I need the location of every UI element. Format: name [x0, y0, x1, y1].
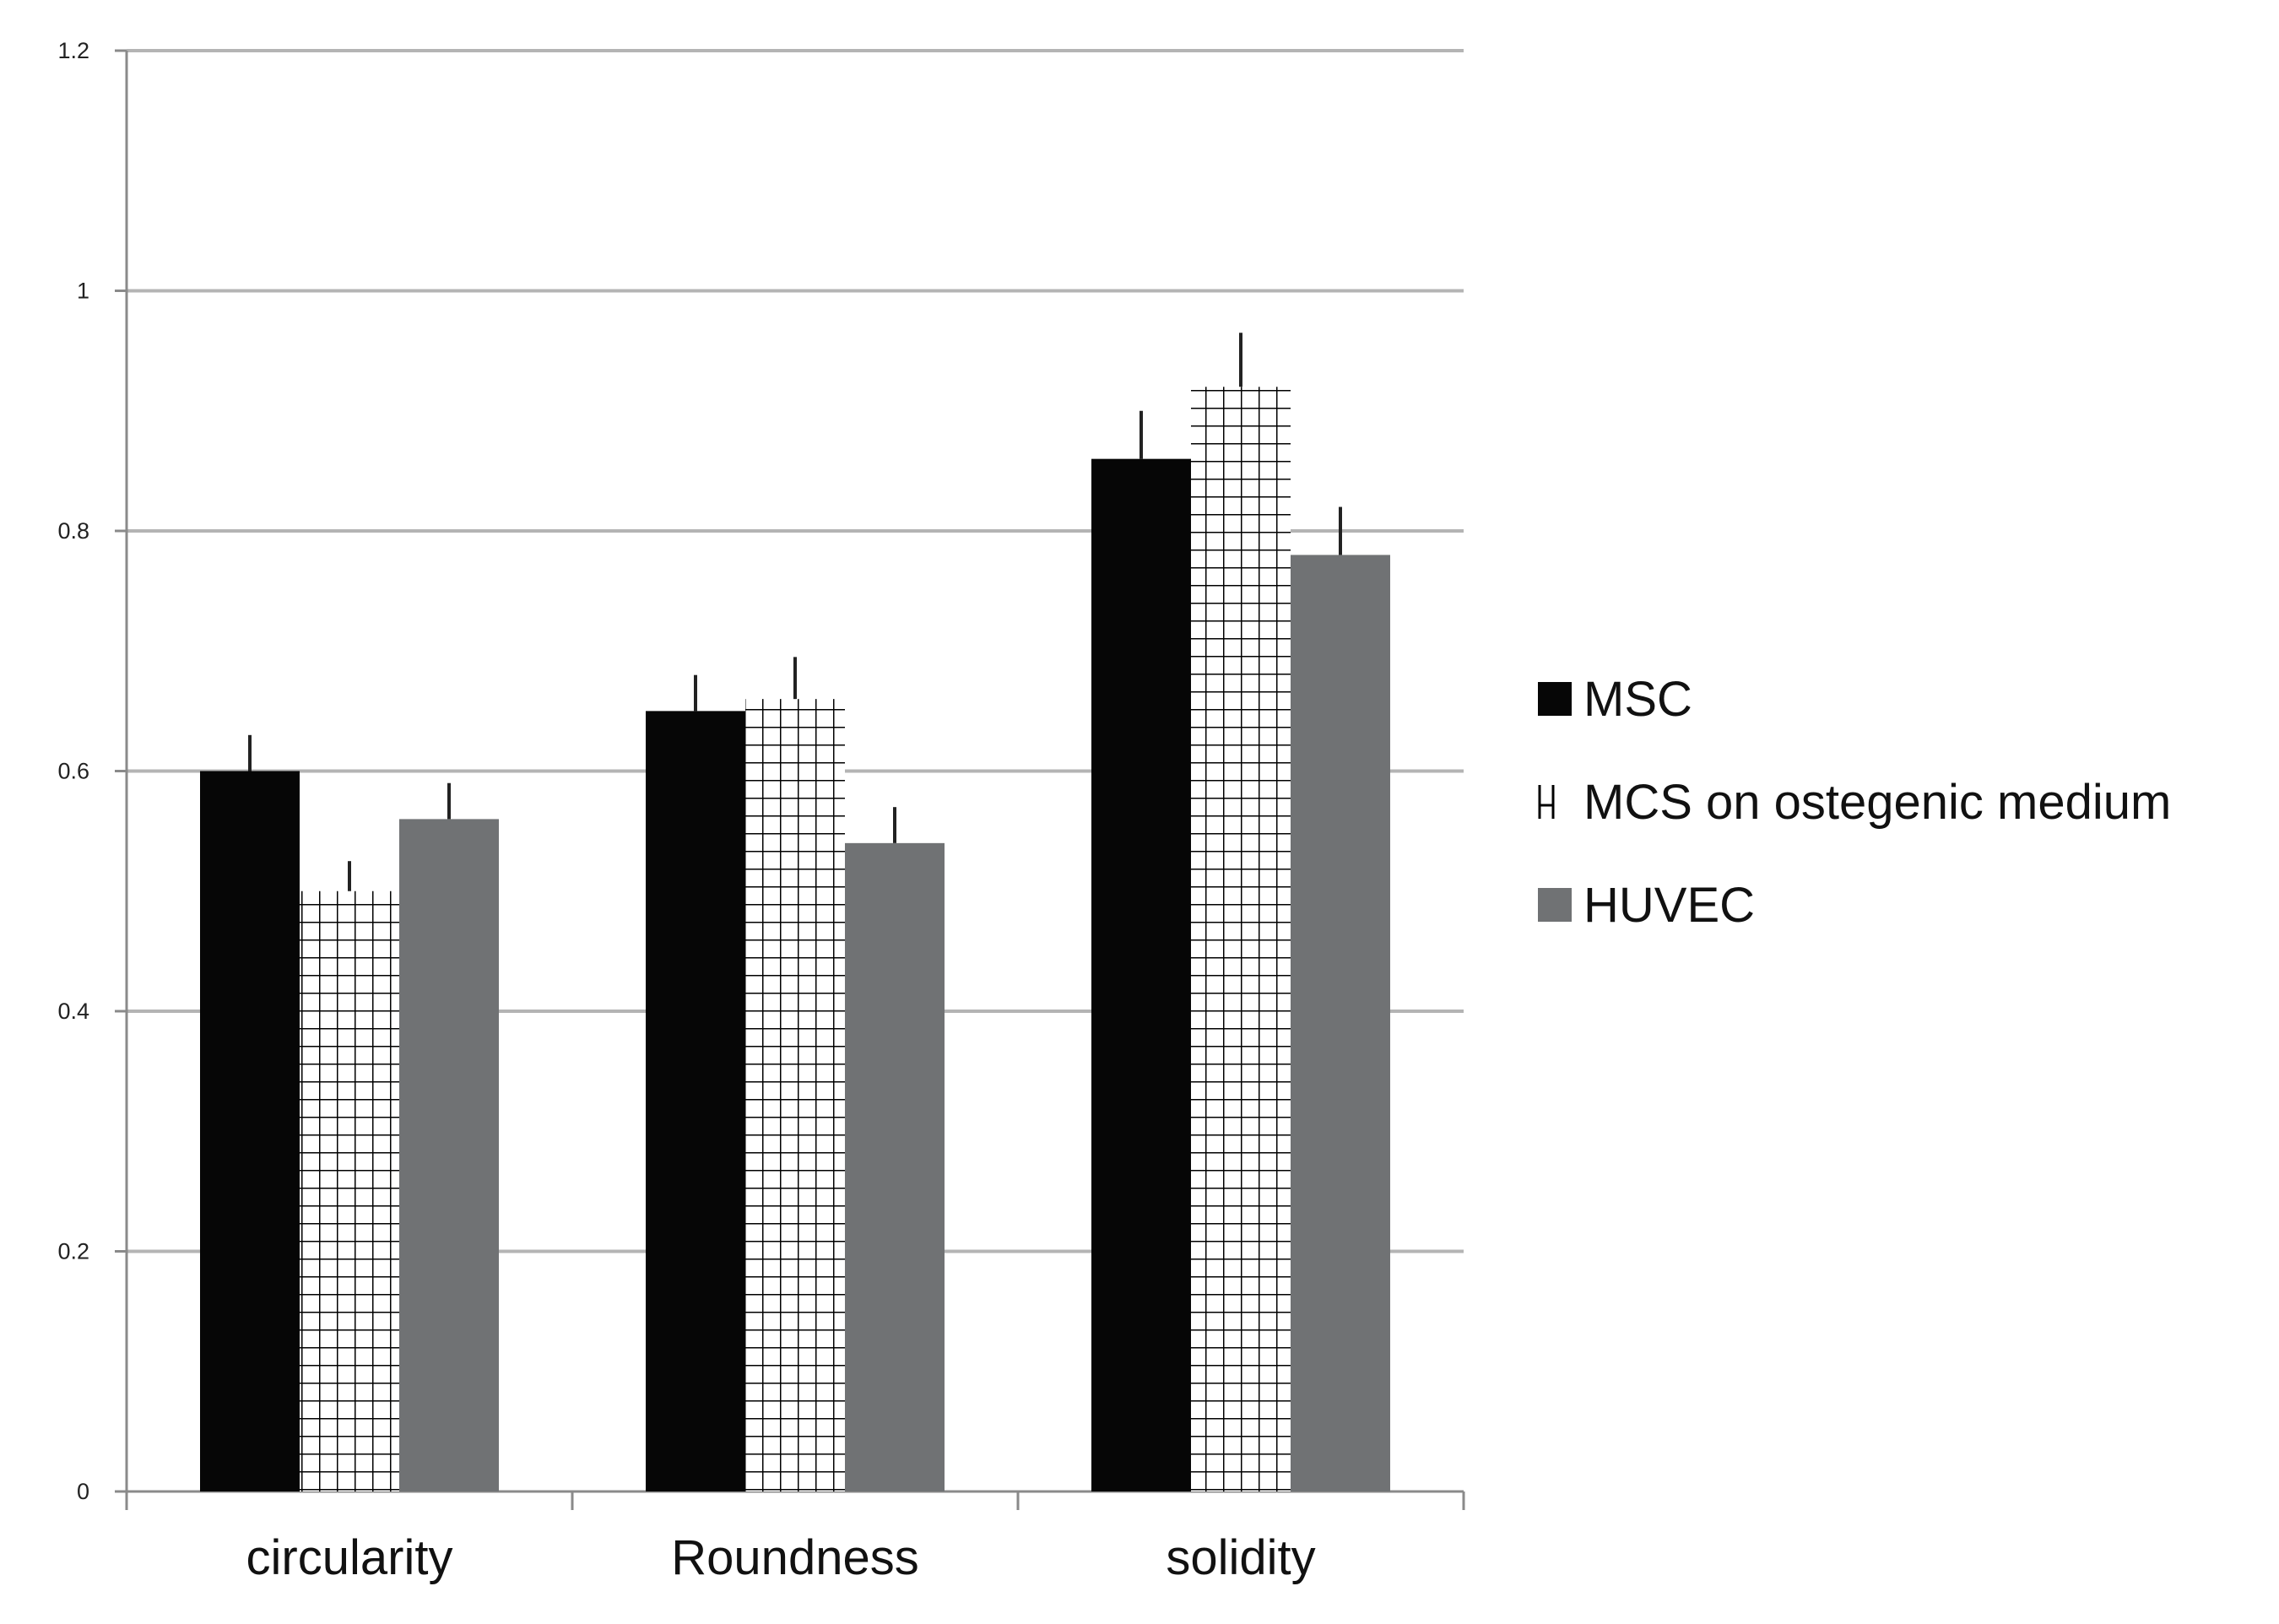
bar — [200, 771, 300, 1491]
legend-label: MCS on ostegenic medium — [1583, 775, 2171, 830]
legend: MSC MCS on ostegenic medium HUVEC — [1538, 672, 2171, 933]
x-tick-label: circularity — [246, 1530, 453, 1585]
y-tick-label: 0.2 — [57, 1239, 89, 1264]
bar — [1091, 458, 1191, 1491]
y-tick-label: 0.4 — [57, 999, 89, 1024]
legend-swatch — [1538, 682, 1572, 716]
bar — [300, 890, 399, 1491]
bar — [1291, 555, 1390, 1492]
legend-label: MSC — [1583, 672, 1692, 727]
y-tick-label: 0.8 — [57, 518, 89, 544]
bar — [646, 711, 745, 1491]
bar — [745, 699, 845, 1491]
bar — [1191, 387, 1291, 1491]
bar — [845, 842, 945, 1491]
legend-label: HUVEC — [1583, 878, 1755, 933]
tick-labels: 0 0.2 0.4 0.6 0.8 1 1.2 circularity Roundness sol… — [57, 38, 1315, 1585]
x-tick-label: Roundness — [671, 1530, 918, 1585]
bars — [200, 333, 1390, 1492]
y-tick-label: 1.2 — [57, 38, 89, 63]
y-tick-label: 1 — [77, 279, 89, 304]
legend-swatch — [1538, 888, 1572, 922]
y-tick-label: 0 — [77, 1479, 89, 1504]
y-tick-label: 0.6 — [57, 759, 89, 784]
x-tick-label: solidity — [1166, 1530, 1315, 1585]
bar — [399, 819, 499, 1491]
